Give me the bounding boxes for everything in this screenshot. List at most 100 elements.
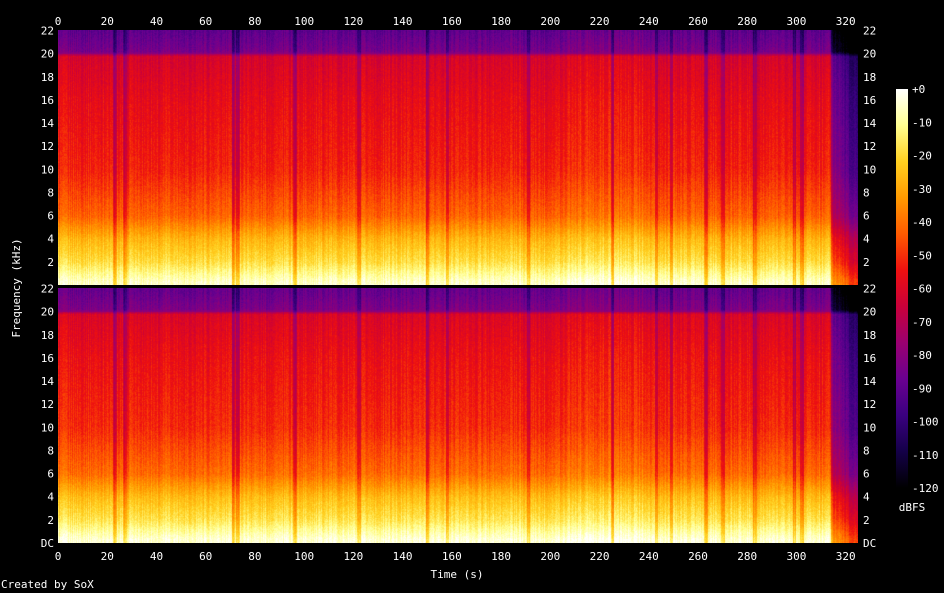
x-tick-top-label: 140 — [393, 15, 413, 28]
x-tick-top-label: 20 — [101, 15, 114, 28]
colorbar-tick-label: -90 — [912, 382, 932, 395]
y-tick-label-right: 14 — [863, 117, 877, 130]
y-tick-label: 14 — [41, 375, 55, 388]
y-tick-label: 22 — [41, 25, 54, 38]
x-tick-top-label: 0 — [55, 15, 62, 28]
y-tick-label-right: 10 — [863, 163, 876, 176]
x-tick-top-label: 40 — [150, 15, 163, 28]
x-tick-top-label: 260 — [688, 15, 708, 28]
y-tick-label: 20 — [41, 48, 54, 61]
colorbar-tick-label: -40 — [912, 216, 932, 229]
colorbar-tick-label: -80 — [912, 349, 932, 362]
y-tick-label: 4 — [47, 233, 54, 246]
colorbar-tick-label: +0 — [912, 83, 925, 96]
y-tick-label: 8 — [47, 186, 54, 199]
colorbar-tick-label: -120 — [912, 482, 939, 495]
x-tick-top-label: 280 — [737, 15, 757, 28]
spectrogram-channel-1 — [58, 30, 858, 285]
y-tick-label-right: 8 — [863, 444, 870, 457]
y-tick-label: 22 — [41, 283, 54, 296]
y-tick-label: 14 — [41, 117, 55, 130]
y-tick-label-right: 22 — [863, 25, 876, 38]
x-tick-label: 140 — [393, 550, 413, 563]
x-tick-label: 40 — [150, 550, 163, 563]
colorbar: +0 -10 -20 -30 -40 -50 -60 -70 -80 -90 -100 -110 -12… — [896, 83, 939, 495]
x-tick-top-label: 100 — [294, 15, 314, 28]
colorbar-tick-label: -60 — [912, 283, 932, 296]
y-tick-label-right: 6 — [863, 210, 870, 223]
spectrogram-channel-2 — [58, 288, 858, 543]
x-tick-label: 200 — [540, 550, 560, 563]
x-tick-top-label: 240 — [639, 15, 659, 28]
x-tick-label: 220 — [590, 550, 610, 563]
y-tick-label: 18 — [41, 71, 54, 84]
x-tick-label: 60 — [199, 550, 212, 563]
x-tick-label: 180 — [491, 550, 511, 563]
y-tick-label: 12 — [41, 140, 54, 153]
y-tick-label: 18 — [41, 329, 54, 342]
colorbar-tick-label: -50 — [912, 249, 932, 262]
x-tick-label: 120 — [343, 550, 363, 563]
spectrogram-plot-layer — [58, 30, 858, 543]
y-tick-label: 16 — [41, 94, 54, 107]
colorbar-unit-label: dBFS — [899, 501, 926, 514]
y-tick-label-right: 2 — [863, 514, 870, 527]
y-tick-label-right: 18 — [863, 329, 876, 342]
x-tick-top-label: 180 — [491, 15, 511, 28]
colorbar-gradient — [896, 89, 908, 488]
x-tick-top-label: 300 — [787, 15, 807, 28]
x-tick-top-label: 80 — [248, 15, 261, 28]
y-tick-label-right: 16 — [863, 94, 876, 107]
x-tick-label: 160 — [442, 550, 462, 563]
y-tick-label-right: 10 — [863, 421, 876, 434]
y-tick-label: 8 — [47, 444, 54, 457]
colorbar-tick-label: -70 — [912, 316, 932, 329]
y-tick-label: 16 — [41, 352, 54, 365]
y-tick-label: 10 — [41, 421, 54, 434]
y-tick-label-right: 12 — [863, 398, 876, 411]
x-tick-label: 0 — [55, 550, 62, 563]
x-tick-top-label: 200 — [540, 15, 560, 28]
x-tick-label: 240 — [639, 550, 659, 563]
credit-text: Created by SoX — [1, 578, 94, 591]
y-tick-label: 6 — [47, 210, 54, 223]
x-tick-top-label: 120 — [343, 15, 363, 28]
x-tick-label: 320 — [836, 550, 856, 563]
y-tick-label-right: 12 — [863, 140, 876, 153]
y-tick-label: 12 — [41, 398, 54, 411]
x-tick-label: 80 — [248, 550, 261, 563]
y-tick-label: 20 — [41, 306, 54, 319]
y-tick-label-right: 14 — [863, 375, 877, 388]
y-tick-label: 2 — [47, 256, 54, 269]
y-tick-label-right: 2 — [863, 256, 870, 269]
x-tick-top-label: 320 — [836, 15, 856, 28]
y-tick-label-right: 4 — [863, 491, 870, 504]
axis-tick-layer: 0 0 20 20 40 40 60 60 80 80 100 100 120 120 140 140 160 1… — [41, 15, 877, 563]
y-tick-label-right: 4 — [863, 233, 870, 246]
y-tick-label-right: DC — [863, 537, 876, 550]
y-tick-label: 4 — [47, 491, 54, 504]
x-tick-top-label: 60 — [199, 15, 212, 28]
y-tick-label-right: 8 — [863, 186, 870, 199]
y-tick-label: 10 — [41, 163, 54, 176]
y-tick-label: DC — [41, 537, 54, 550]
colorbar-tick-label: -30 — [912, 183, 932, 196]
x-tick-top-label: 160 — [442, 15, 462, 28]
y-tick-label-right: 6 — [863, 468, 870, 481]
colorbar-tick-label: -20 — [912, 150, 932, 163]
x-tick-top-label: 220 — [590, 15, 610, 28]
colorbar-tick-label: -10 — [912, 116, 932, 129]
x-axis-title: Time (s) — [431, 568, 484, 581]
y-tick-label: 2 — [47, 514, 54, 527]
x-tick-label: 300 — [787, 550, 807, 563]
y-axis-title: Frequency (kHz) — [10, 238, 23, 337]
x-tick-label: 280 — [737, 550, 757, 563]
colorbar-tick-label: -110 — [912, 449, 939, 462]
y-tick-label-right: 18 — [863, 71, 876, 84]
x-tick-label: 100 — [294, 550, 314, 563]
y-tick-label-right: 20 — [863, 306, 876, 319]
x-tick-label: 20 — [101, 550, 114, 563]
colorbar-tick-label: -100 — [912, 416, 939, 429]
y-tick-label-right: 22 — [863, 283, 876, 296]
